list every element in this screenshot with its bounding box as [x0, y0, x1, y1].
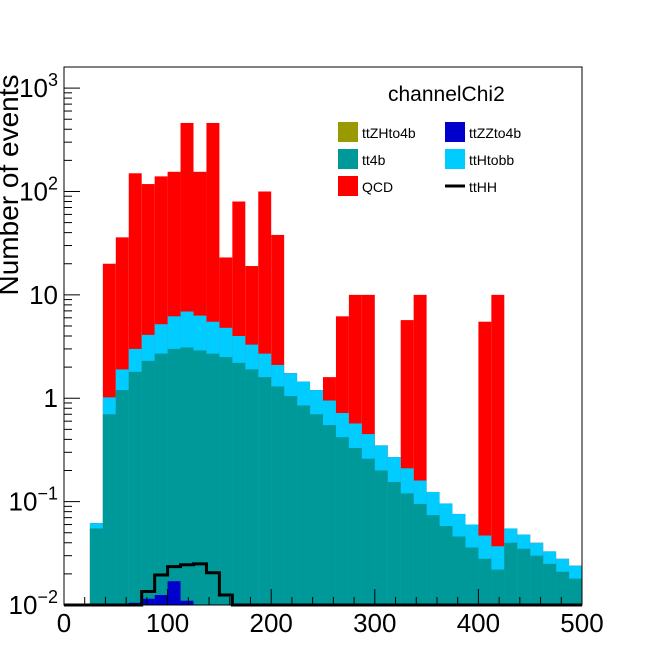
y-tick-label: 10−1	[9, 484, 58, 517]
legend-swatch-QCD	[338, 176, 358, 196]
bar-tt4b-16	[297, 405, 311, 605]
bar-ttZZto4b-4	[180, 600, 194, 605]
x-tick-label: 100	[146, 608, 189, 638]
histogram-bars	[89, 122, 582, 606]
bar-tt4b-11	[232, 362, 246, 605]
legend-label-QCD: QCD	[362, 179, 393, 195]
bar-ttZZto4b-1	[141, 598, 155, 605]
legend-swatch-ttHtobb	[445, 149, 465, 169]
bar-tt4b-0	[89, 528, 103, 605]
histogram-lines	[64, 562, 582, 607]
bar-tt4b-28	[452, 536, 466, 605]
bar-tt4b-12	[245, 369, 259, 605]
bar-tt4b-8	[193, 350, 207, 605]
bar-tt4b-29	[465, 547, 479, 605]
bar-tt4b-20	[348, 448, 362, 605]
legend-label-ttZZto4b: ttZZto4b	[469, 125, 521, 141]
legend-label-ttZHto4b: ttZHto4b	[362, 125, 416, 141]
chart-title: channelChi2	[388, 83, 505, 106]
x-tick-label: 0	[57, 608, 71, 638]
bar-tt4b-34	[530, 555, 544, 605]
bar-tt4b-5	[154, 353, 168, 605]
bar-tt4b-7	[180, 347, 194, 605]
bar-tt4b-21	[361, 458, 375, 605]
bar-tt4b-1	[102, 414, 116, 605]
bar-ttZZto4b-3	[167, 581, 181, 605]
bar-tt4b-18	[323, 425, 336, 605]
bar-tt4b-6	[167, 348, 181, 605]
bar-tt4b-33	[517, 548, 531, 605]
bar-tt4b-22	[374, 470, 388, 605]
y-tick-label: 1	[44, 383, 58, 413]
bar-tt4b-9	[206, 353, 220, 605]
bar-tt4b-35	[543, 563, 557, 605]
bar-tt4b-17	[310, 414, 323, 605]
bar-tt4b-15	[284, 396, 298, 605]
bar-tt4b-23	[387, 481, 401, 605]
bar-tt4b-25	[413, 503, 427, 605]
legend-swatch-ttZHto4b	[338, 122, 358, 142]
line-ttHH	[64, 562, 582, 607]
x-tick-label: 500	[560, 608, 603, 638]
bar-tt4b-36	[556, 571, 570, 605]
bar-tt4b-10	[219, 357, 233, 605]
bar-tt4b-2	[115, 390, 129, 605]
x-tick-label: 300	[353, 608, 396, 638]
bar-tt4b-30	[478, 558, 492, 605]
y-tick-label: 10−2	[9, 587, 58, 620]
bar-tt4b-31	[491, 569, 505, 605]
x-tick-label: 400	[457, 608, 500, 638]
bar-tt4b-19	[335, 437, 349, 605]
bar-tt4b-4	[141, 360, 155, 605]
bar-QCD-31	[491, 294, 505, 605]
legend-label-ttHH: ttHH	[469, 179, 497, 195]
bar-tt4b-3	[128, 371, 142, 605]
y-axis-label: Number of events	[0, 75, 24, 296]
bar-QCD-30	[478, 321, 492, 605]
bar-tt4b-32	[504, 542, 518, 605]
bar-tt4b-14	[271, 386, 285, 605]
y-tick-label: 103	[19, 70, 58, 103]
legend-label-ttHtobb: ttHtobb	[469, 152, 514, 168]
y-tick-label: 102	[19, 173, 58, 206]
legend-label-tt4b: tt4b	[362, 152, 386, 168]
bar-tt4b-13	[258, 377, 272, 605]
bar-tt4b-26	[426, 515, 440, 605]
legend-swatch-tt4b	[338, 149, 358, 169]
axis-ticks	[63, 87, 583, 606]
tick-labels: 0 100 200 300 400 500 10−2 10−1 1 10 102 103	[9, 70, 604, 638]
bar-tt4b-24	[400, 493, 414, 605]
bar-tt4b-37	[569, 578, 582, 605]
bar-tt4b-27	[439, 526, 453, 605]
y-tick-label: 10	[29, 280, 58, 310]
legend-swatch-ttZZto4b	[445, 122, 465, 142]
x-tick-label: 200	[250, 608, 293, 638]
legend: ttZHto4b ttZZto4b tt4b ttHtobb QCD ttHH	[338, 122, 521, 196]
bar-ttZZto4b-2	[154, 594, 168, 605]
